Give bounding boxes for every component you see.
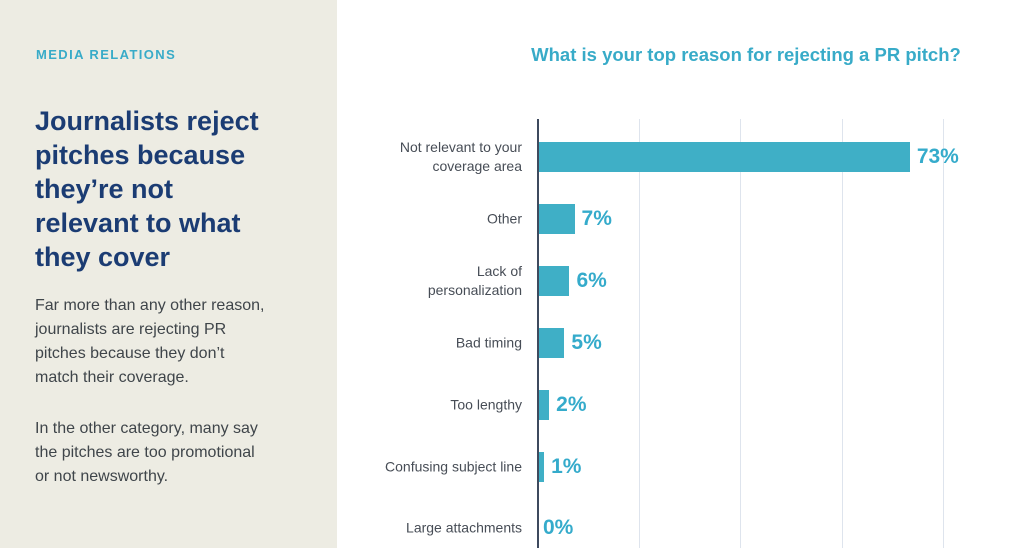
bar-value-label: 1% — [551, 454, 582, 478]
bar-category-label: Bad timing — [455, 334, 522, 351]
gridline — [638, 119, 640, 548]
bar — [539, 451, 545, 482]
eyebrow-label: MEDIA RELATIONS — [36, 47, 177, 62]
bar — [539, 203, 575, 234]
bar-category-label: Large attachments — [406, 519, 522, 536]
bar-category-label: Lack of personalization — [427, 262, 522, 298]
panel-heading: Journalists reject pitches because they’… — [35, 106, 259, 272]
bar-value-label: 73% — [916, 145, 959, 168]
bar-value-label: 5% — [571, 330, 602, 354]
panel-paragraph: Far more than any other reason, journali… — [35, 297, 265, 386]
bar-value-label: 2% — [556, 392, 587, 416]
category-axis — [537, 119, 539, 548]
bar — [539, 142, 910, 172]
bar-category-label: Other — [486, 210, 522, 227]
gridline — [740, 119, 742, 548]
bar-category-label: Not relevant to your coverage area — [399, 139, 522, 174]
bar-category-label: Too lengthy — [450, 396, 522, 413]
bar-value-label: 6% — [576, 268, 607, 292]
chart-title: What is your top reason for rejecting a … — [531, 44, 961, 65]
sidebar-panel: MEDIA RELATIONS Journalists reject pitch… — [0, 0, 337, 548]
bar-value-label: 7% — [581, 206, 612, 230]
bar — [539, 389, 550, 420]
bar-category-label: Confusing subject line — [385, 458, 522, 474]
panel-paragraph: In the other category, many say the pitc… — [35, 420, 258, 485]
bar — [539, 327, 565, 358]
bar-value-label: 0% — [543, 516, 574, 540]
gridline — [841, 119, 843, 548]
gridline — [943, 119, 945, 548]
bar — [539, 265, 570, 296]
